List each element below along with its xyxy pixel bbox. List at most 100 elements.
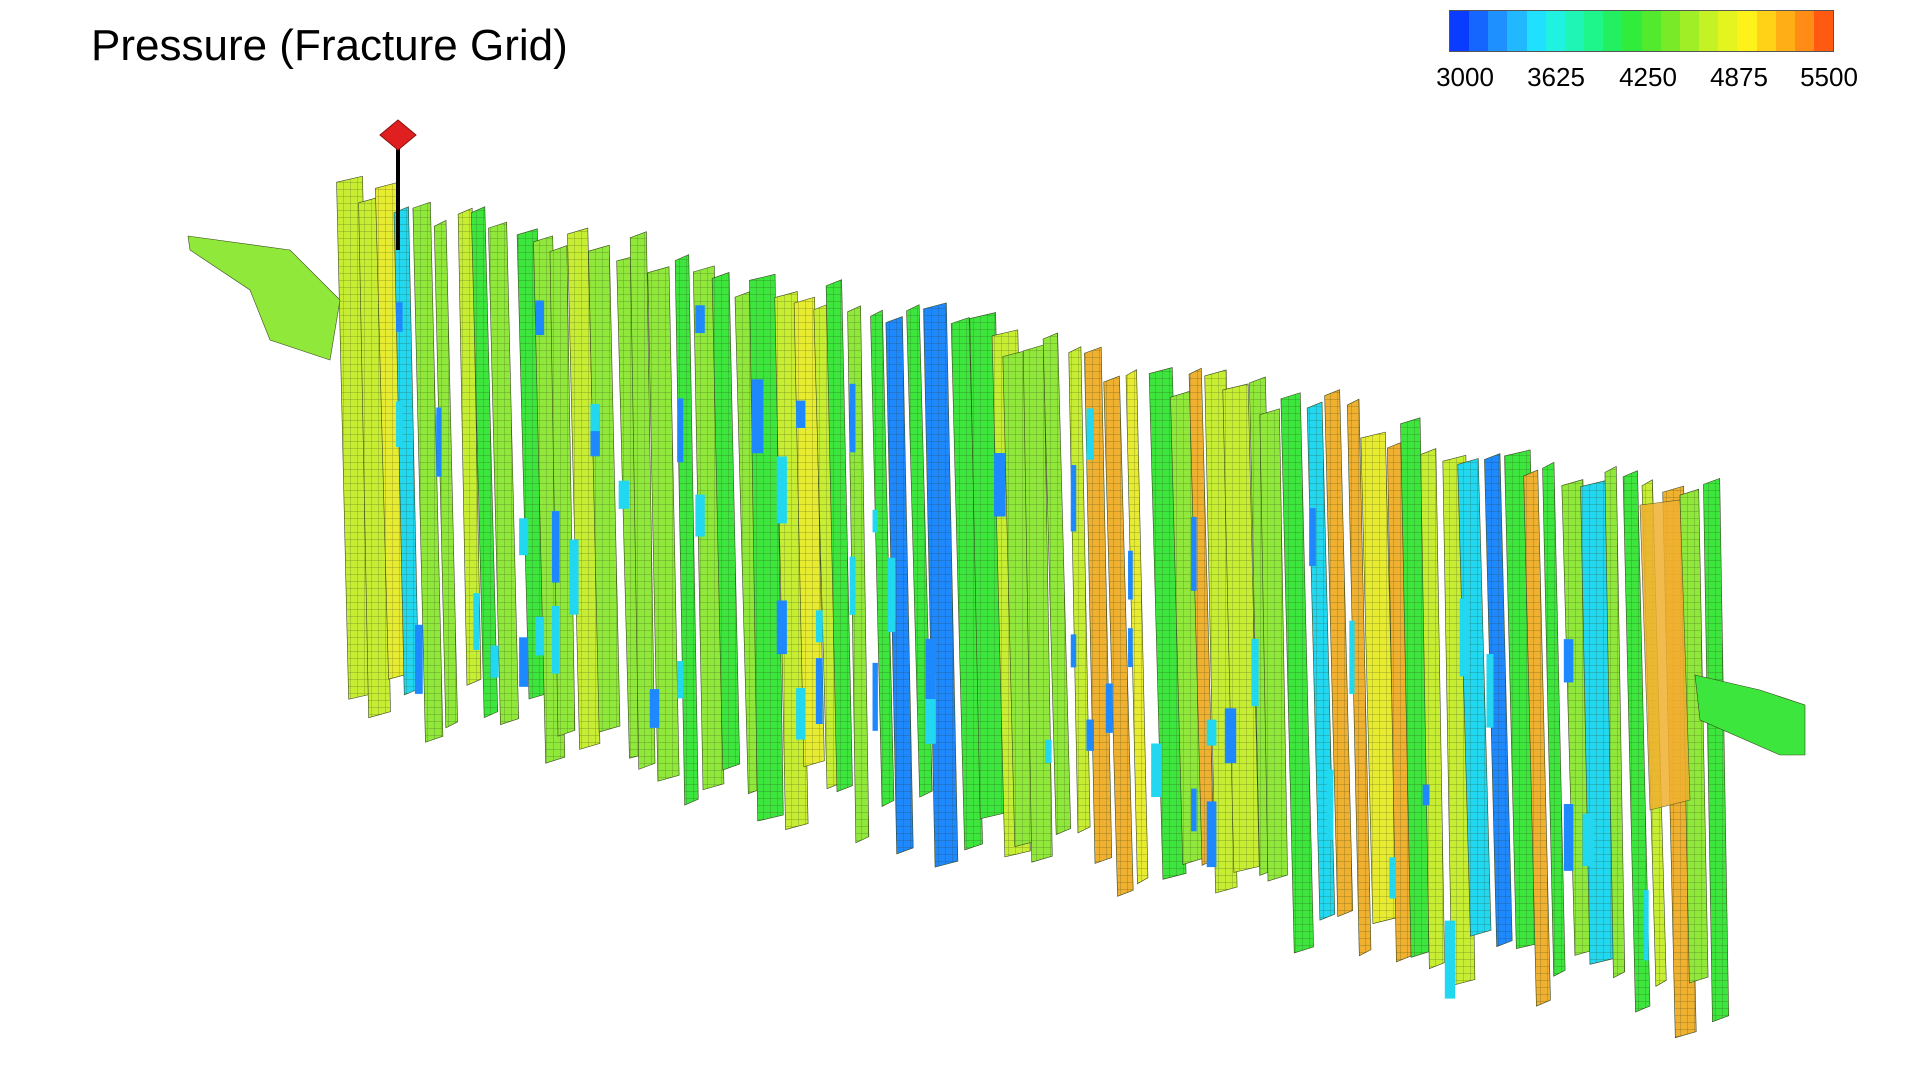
legend-tick-label: 4875 [1710, 62, 1768, 92]
well-head-icon [379, 119, 417, 151]
legend-swatch [1641, 11, 1661, 51]
low-pressure-cell-group [1444, 920, 1456, 999]
low-pressure-cell-group [590, 413, 600, 457]
slab-grid-overlay [826, 279, 853, 792]
slab-grid-overlay [1542, 462, 1566, 977]
legend-swatch [1679, 11, 1700, 51]
low-pressure-cell-group [815, 610, 823, 643]
low-pressure-cell-group [751, 379, 763, 454]
legend-swatch [1488, 11, 1508, 51]
low-pressure-cell-group [1070, 465, 1077, 532]
low-pressure-cell-group [519, 637, 529, 687]
slab-grid-overlay [1347, 399, 1371, 956]
slab-grid-overlay [1703, 478, 1729, 1022]
low-pressure-cell-group [1191, 516, 1197, 591]
legend-swatch [1584, 11, 1604, 51]
low-pressure-cell-group [519, 518, 529, 556]
slab-grid-overlay [488, 222, 519, 725]
low-pressure-cell-group [1070, 634, 1077, 668]
legend-tick-label: 4250 [1619, 62, 1677, 92]
low-pressure-cell-group [849, 383, 856, 453]
slab-grid-overlay [1280, 392, 1314, 953]
slab-grid-overlay [647, 266, 680, 782]
slab-grid-overlay [1170, 391, 1203, 865]
low-pressure-cell-group [1459, 598, 1469, 677]
low-pressure-cell-group [1349, 620, 1355, 695]
slab-grid-overlay [1623, 470, 1650, 1013]
slab-grid-overlay [675, 254, 699, 806]
legend-tick-label: 3000 [1436, 62, 1494, 92]
slab-grid-overlay [1259, 408, 1288, 882]
legend-swatch [1526, 11, 1546, 51]
low-pressure-cell-group [695, 305, 705, 334]
plot-title: Pressure (Fracture Grid) [91, 21, 568, 70]
well-marker [379, 119, 417, 250]
low-pressure-cell-group [1422, 784, 1430, 806]
low-pressure-cell-group [1582, 813, 1594, 867]
low-pressure-cell-group [1191, 788, 1197, 832]
low-pressure-cell-group [1206, 719, 1217, 746]
slab-grid-overlay [1023, 344, 1053, 863]
low-pressure-cell-group [1644, 889, 1649, 961]
slab-grid-overlay [630, 231, 656, 770]
end-fracture-panel [1639, 499, 1691, 811]
slab-grid-overlay [923, 302, 958, 868]
low-pressure-cell-group [1128, 550, 1133, 600]
low-pressure-cell-group [815, 658, 823, 725]
low-pressure-cell-group [925, 673, 936, 744]
low-pressure-cell-group [1486, 653, 1494, 728]
legend-swatch [1737, 11, 1757, 51]
left-fracture-wing [187, 235, 341, 361]
low-pressure-cell-group [473, 593, 480, 650]
low-pressure-cell-group [1309, 508, 1316, 566]
slab-grid-overlay [434, 220, 458, 728]
slab-grid-overlay [458, 208, 481, 686]
low-pressure-cell-group [569, 539, 579, 615]
low-pressure-cell-group [677, 661, 684, 699]
low-pressure-cell-group [649, 689, 660, 728]
legend-swatch [1756, 11, 1776, 51]
low-pressure-cell-group [887, 569, 896, 633]
slab-grid-overlay [471, 206, 498, 718]
low-pressure-cell-group [396, 302, 403, 332]
low-pressure-cell-group [1086, 408, 1094, 460]
legend-swatch [1545, 11, 1565, 51]
low-pressure-cell-group [396, 401, 403, 448]
low-pressure-cell-group [1563, 639, 1574, 683]
slab-grid-overlay [951, 317, 983, 850]
low-pressure-cell-group [695, 494, 705, 537]
low-pressure-cell-group [1105, 683, 1113, 733]
low-pressure-cell-group [551, 510, 560, 583]
slab-grid-overlay [1103, 376, 1134, 897]
low-pressure-cell-group [436, 407, 442, 452]
low-pressure-cell-group [535, 616, 545, 656]
low-pressure-cell-group [1326, 769, 1334, 840]
slab-grid-overlay [1126, 369, 1148, 884]
legend-tick-label: 3625 [1527, 62, 1585, 92]
slab-grid-overlay [1360, 432, 1398, 924]
low-pressure-cell-group [1086, 719, 1094, 751]
low-pressure-cell-group [776, 600, 787, 655]
legend-swatch [1660, 11, 1680, 51]
slab-grid-overlay [1679, 489, 1709, 983]
low-pressure-cell-group [796, 400, 806, 428]
low-pressure-cell-group [1251, 638, 1259, 707]
fracture-slabs [187, 175, 1806, 1039]
color-legend: 3000 3625 4250 4875 5500 [1436, 10, 1858, 100]
low-pressure-cell-group [1563, 804, 1574, 871]
legend-swatch [1718, 11, 1738, 51]
low-pressure-cell-group [849, 556, 856, 615]
low-pressure-cell-group [414, 624, 423, 694]
low-pressure-cell-group [925, 638, 936, 700]
slab-grid-overlay [1387, 442, 1412, 962]
slab-grid-overlay [1400, 417, 1431, 958]
slab-grid-overlay [588, 245, 620, 733]
legend-swatch [1564, 11, 1585, 51]
legend-swatch [1469, 11, 1489, 51]
slab-grid-overlay [412, 202, 443, 743]
color-scale-bar [1449, 10, 1834, 52]
slab-grid-overlay [567, 228, 600, 750]
slab-grid-overlay [1324, 389, 1353, 917]
